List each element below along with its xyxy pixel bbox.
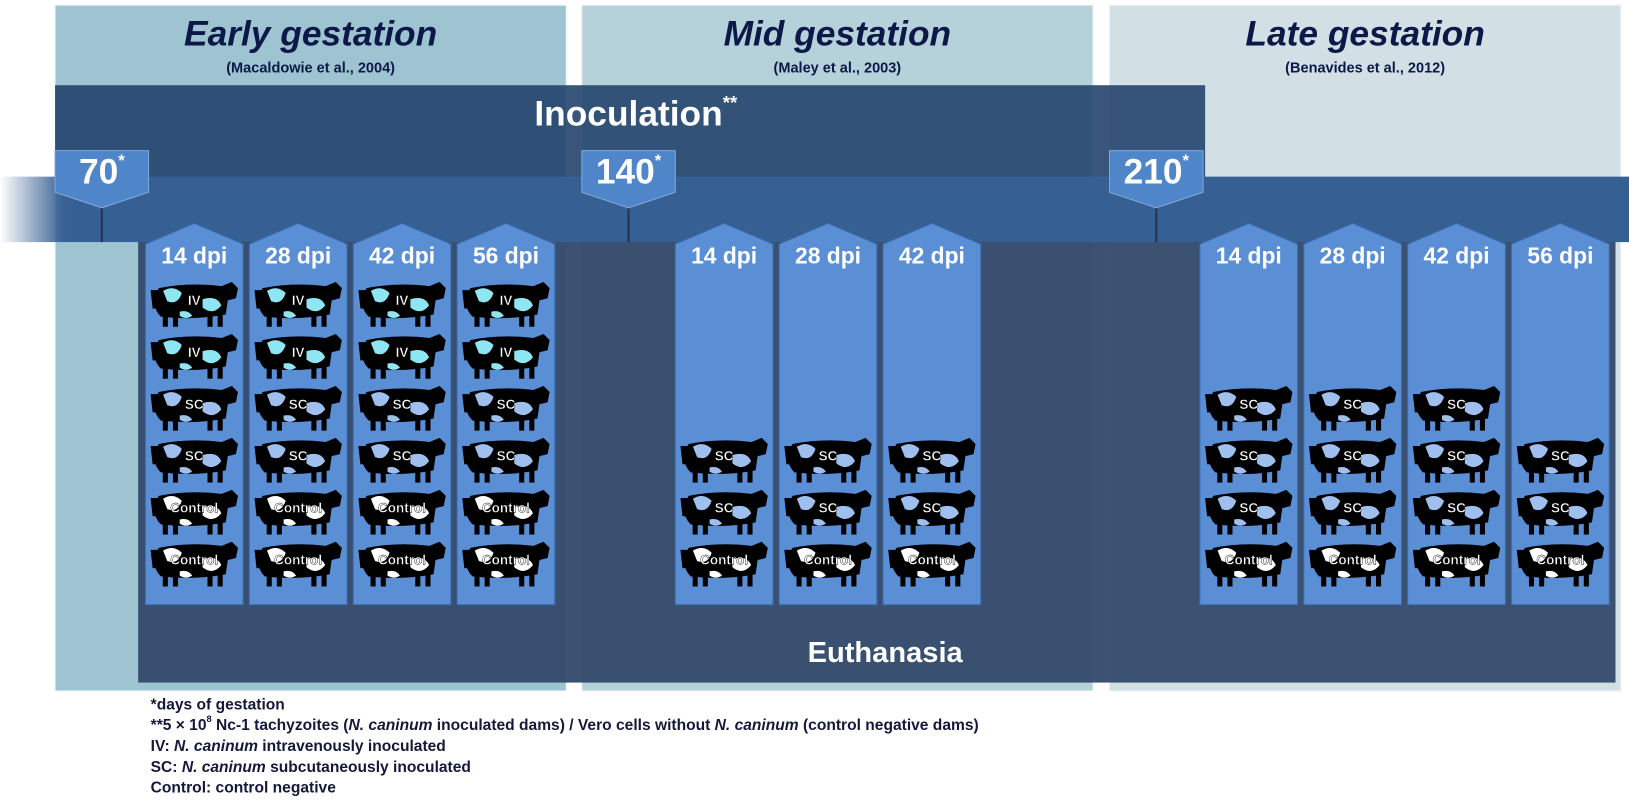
text-part: **5 × 10 xyxy=(151,717,207,734)
text-part: ** xyxy=(723,92,738,113)
cow-label: Control xyxy=(804,553,852,568)
cow-label: SC xyxy=(497,449,516,464)
text-part: intravenously inoculated xyxy=(258,738,446,755)
cow-label: SC xyxy=(289,397,308,412)
cow-label: IV xyxy=(396,345,409,360)
cow-label: SC xyxy=(1239,449,1258,464)
cow-label: Control xyxy=(482,501,530,516)
euthanasia-label: Euthanasia xyxy=(808,637,964,669)
cow-label: SC xyxy=(1447,397,1466,412)
dpi-label: 42 dpi xyxy=(369,243,435,269)
period-reference: (Maley et al., 2003) xyxy=(774,60,902,76)
dpi-label: 42 dpi xyxy=(1424,243,1490,269)
period-reference: (Benavides et al., 2012) xyxy=(1285,60,1445,76)
text-part: Inoculation xyxy=(534,95,722,134)
cow-label: SC xyxy=(1447,501,1466,516)
cow-label: SC xyxy=(715,449,734,464)
dpi-label: 28 dpi xyxy=(795,243,861,269)
text-part: N. caninum xyxy=(349,717,433,734)
text-part: N. caninum xyxy=(182,759,266,776)
cow-label: IV xyxy=(500,293,513,308)
cow-label: Control xyxy=(274,553,322,568)
cow-label: SC xyxy=(393,449,412,464)
cow-label: Control xyxy=(274,501,322,516)
day-label: 140* xyxy=(596,151,662,191)
footnote: **5 × 108 Nc-1 tachyzoites (N. caninum i… xyxy=(151,714,979,734)
cow-label: Control xyxy=(700,553,748,568)
cow-label: SC xyxy=(1551,501,1570,516)
cow-label: SC xyxy=(819,501,838,516)
text-part: (control negative dams) xyxy=(799,717,979,734)
footnote: Control: control negative xyxy=(151,780,337,797)
text-part: 140 xyxy=(596,153,655,192)
cow-label: IV xyxy=(188,293,201,308)
cow-label: IV xyxy=(188,345,201,360)
cow-label: Control xyxy=(170,501,218,516)
text-part: * xyxy=(118,151,125,170)
footnote: *days of gestation xyxy=(151,697,285,714)
cow-label: SC xyxy=(923,449,942,464)
cow-label: IV xyxy=(292,345,305,360)
dpi-label: 14 dpi xyxy=(691,243,757,269)
footnote: SC: N. caninum subcutaneously inoculated xyxy=(151,759,471,776)
cow-label: SC xyxy=(289,449,308,464)
cow-label: SC xyxy=(185,397,204,412)
cow-label: Control xyxy=(908,553,956,568)
cow-label: Control xyxy=(1225,553,1273,568)
period-title: Mid gestation xyxy=(724,15,952,54)
dpi-label: 56 dpi xyxy=(473,243,539,269)
cow-label: SC xyxy=(1343,449,1362,464)
cow-label: SC xyxy=(393,397,412,412)
cow-label: IV xyxy=(500,345,513,360)
dpi-label: 28 dpi xyxy=(1320,243,1386,269)
footnote: IV: N. caninum intravenously inoculated xyxy=(151,738,446,755)
text-part: 70 xyxy=(79,153,118,192)
text-part: 210 xyxy=(1124,153,1183,192)
dpi-label: 14 dpi xyxy=(1216,243,1282,269)
dpi-label: 14 dpi xyxy=(161,243,227,269)
cow-label: SC xyxy=(1343,501,1362,516)
cow-label: Control xyxy=(1536,553,1584,568)
cow-label: IV xyxy=(396,293,409,308)
dpi-label: 42 dpi xyxy=(899,243,965,269)
text-part: subcutaneously inoculated xyxy=(266,759,471,776)
text-part: N. caninum xyxy=(715,717,799,734)
dpi-label: 56 dpi xyxy=(1527,243,1593,269)
text-part: * xyxy=(1183,151,1190,170)
text-part: inoculated dams) / Vero cells without xyxy=(432,717,714,734)
text-part: Nc-1 tachyzoites ( xyxy=(212,717,350,734)
cow-label: SC xyxy=(1447,449,1466,464)
cow-label: Control xyxy=(1433,553,1481,568)
cow-label: SC xyxy=(185,449,204,464)
dpi-label: 28 dpi xyxy=(265,243,331,269)
cow-label: SC xyxy=(715,501,734,516)
inoculation-label: Inoculation** xyxy=(534,92,738,134)
day-label: 210* xyxy=(1124,151,1190,191)
period-reference: (Macaldowie et al., 2004) xyxy=(226,60,395,76)
text-part: * xyxy=(655,151,662,170)
period-title: Early gestation xyxy=(184,15,437,54)
cow-label: Control xyxy=(482,553,530,568)
cow-label: SC xyxy=(497,397,516,412)
cow-label: SC xyxy=(1551,449,1570,464)
cow-label: Control xyxy=(170,553,218,568)
cow-label: Control xyxy=(378,553,426,568)
period-title: Late gestation xyxy=(1245,15,1484,54)
cow-label: SC xyxy=(1343,397,1362,412)
text-part: *days of gestation xyxy=(151,697,285,714)
cow-label: SC xyxy=(1239,397,1258,412)
cow-label: SC xyxy=(819,449,838,464)
text-part: N. caninum xyxy=(174,738,258,755)
text-part: SC: xyxy=(151,759,182,776)
cow-label: Control xyxy=(378,501,426,516)
text-part: IV: xyxy=(151,738,174,755)
cow-label: Control xyxy=(1329,553,1377,568)
diagram: Early gestation (Macaldowie et al., 2004)… xyxy=(0,0,1629,800)
cow-label: SC xyxy=(923,501,942,516)
cow-label: SC xyxy=(1239,501,1258,516)
cow-label: IV xyxy=(292,293,305,308)
text-part: Control: control negative xyxy=(151,780,337,797)
